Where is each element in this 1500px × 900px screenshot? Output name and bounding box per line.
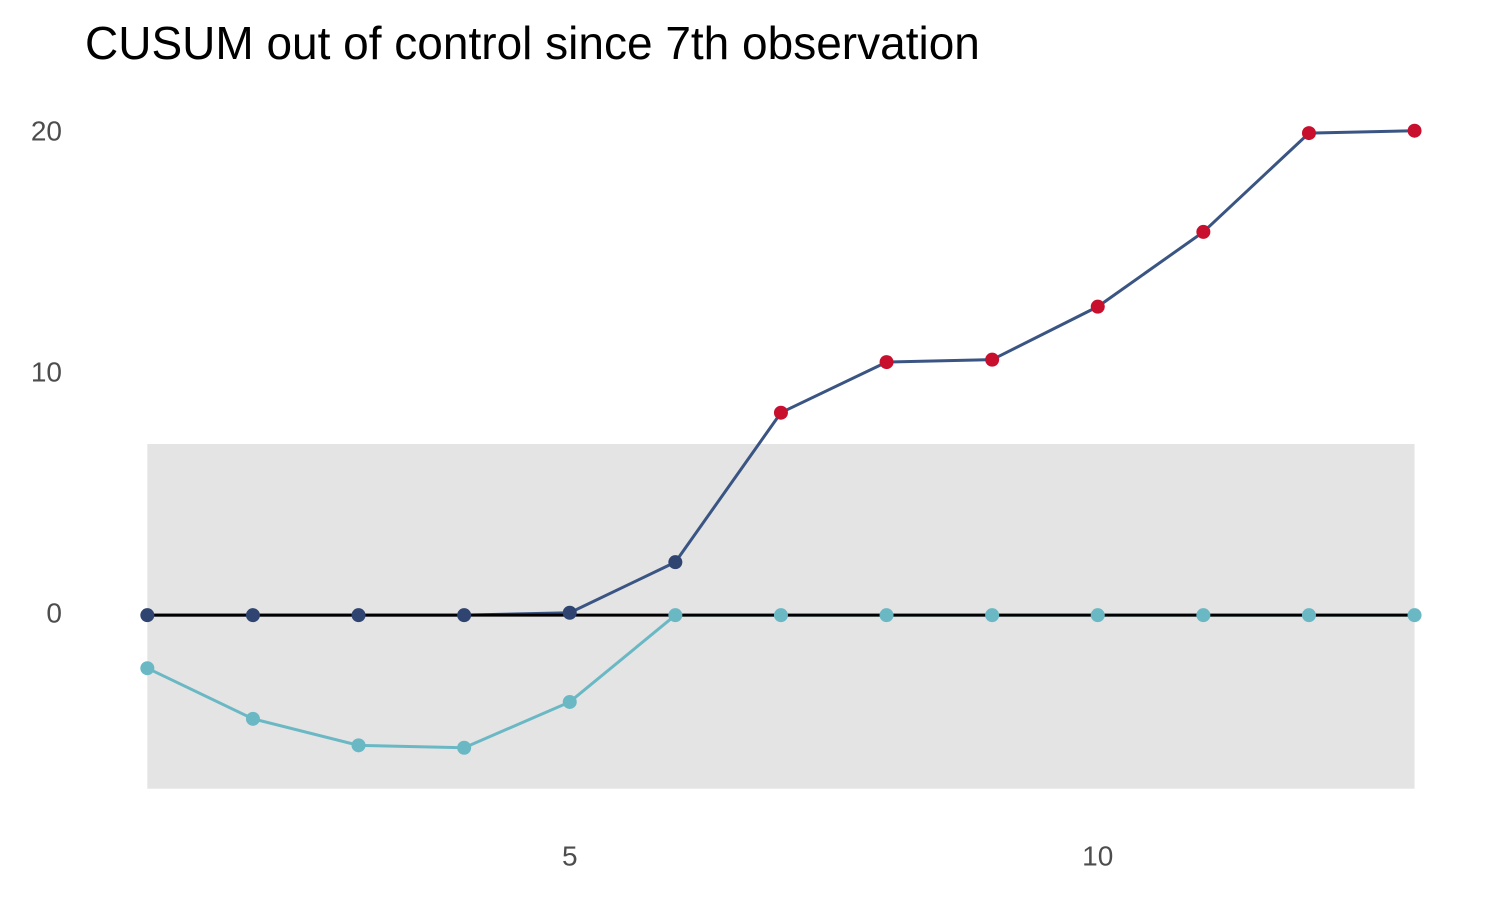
data-point	[140, 661, 155, 676]
x-tick-label: 10	[1082, 840, 1113, 871]
data-point	[351, 738, 366, 753]
data-point	[245, 608, 260, 623]
data-point	[351, 608, 366, 623]
data-point	[457, 608, 472, 623]
x-tick-label: 5	[562, 840, 578, 871]
data-point	[985, 608, 1000, 623]
chart-title: CUSUM out of control since 7th observati…	[85, 17, 980, 69]
data-point	[1407, 123, 1422, 138]
data-point	[1301, 608, 1316, 623]
data-point	[1407, 608, 1422, 623]
data-point	[457, 740, 472, 755]
data-point	[562, 605, 577, 620]
data-point	[562, 694, 577, 709]
data-point	[1090, 299, 1105, 314]
data-point	[1196, 224, 1211, 239]
data-point	[668, 608, 683, 623]
data-point	[879, 355, 894, 370]
data-point	[1301, 126, 1316, 141]
data-point	[879, 608, 894, 623]
data-point	[773, 405, 788, 420]
data-point	[668, 555, 683, 570]
data-point	[140, 608, 155, 623]
data-point	[245, 711, 260, 726]
data-point	[985, 352, 1000, 367]
data-point	[773, 608, 788, 623]
y-tick-label: 20	[31, 115, 62, 146]
data-point	[1090, 608, 1105, 623]
data-point	[1196, 608, 1211, 623]
y-tick-label: 0	[46, 598, 62, 629]
y-tick-label: 10	[31, 357, 62, 388]
